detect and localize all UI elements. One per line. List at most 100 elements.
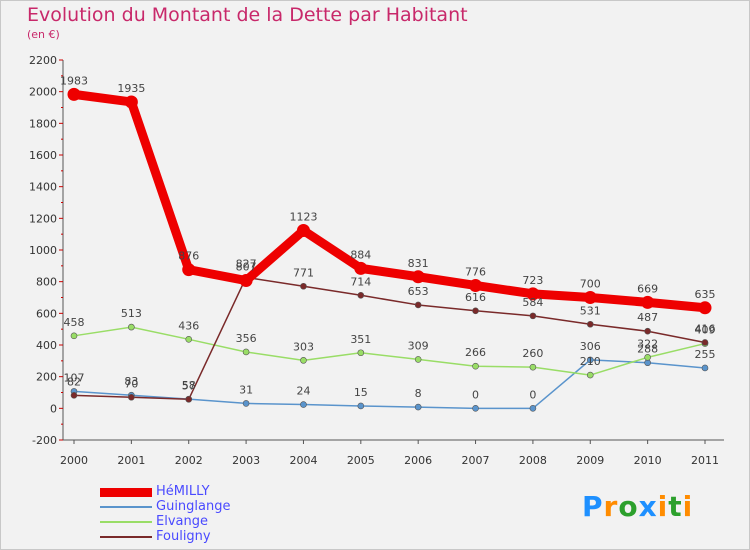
series-point-2 [414,356,422,363]
data-label: 210 [580,355,601,368]
series-point-2 [644,354,651,361]
y-tick-label: 2000 [29,86,57,99]
data-label: 31 [239,383,253,396]
data-label: 436 [178,319,199,332]
series-point-3 [300,282,307,290]
data-label: 351 [350,333,371,346]
data-label: 653 [408,285,429,298]
series-point-2 [529,363,537,371]
series-point-0 [239,274,253,288]
data-label: 776 [465,265,486,278]
x-tick-label: 2011 [691,454,719,467]
series-point-2 [586,371,594,379]
logo-letter: P [582,490,604,523]
series-line-0 [69,89,710,313]
x-tick-label: 2006 [404,454,432,467]
y-tick-label: 2200 [29,54,57,67]
y-tick-label: 0 [50,402,57,415]
data-label: 24 [296,385,310,398]
series-line-3 [73,276,706,401]
series-point-0 [698,301,712,315]
legend-item: Fouligny [100,529,300,544]
legend-label: HéMILLY [156,484,210,499]
data-label: 487 [637,311,658,324]
data-label: 82 [67,375,81,388]
data-label: 260 [522,347,543,360]
logo-letter: o [618,490,639,523]
data-label: 288 [637,343,658,356]
y-tick-label: 600 [36,307,57,320]
series-point-0 [526,287,540,301]
legend-item: Guinglange [100,499,300,514]
legend-item: Elvange [100,514,300,529]
y-tick-label: 400 [36,339,57,352]
series-point-1 [701,364,709,372]
data-label: 884 [350,248,371,261]
series-point-3 [357,291,365,299]
data-label: 669 [637,282,658,295]
series-point-1 [529,405,537,412]
legend-swatch [100,506,152,508]
series-point-1 [300,401,307,408]
y-tick-label: 1000 [29,244,57,257]
y-tick-label: 1600 [29,149,57,162]
data-label: 0 [472,388,479,401]
series-point-0 [67,87,81,101]
series-point-3 [586,320,594,328]
x-tick-label: 2009 [576,454,604,467]
series-point-0 [296,224,310,238]
legend-label: Guinglange [156,499,231,514]
data-label: 306 [580,340,601,353]
x-tick-label: 2001 [117,454,145,467]
data-label: 458 [64,316,85,329]
chart-title: Evolution du Montant de la Dette par Hab… [27,4,468,26]
logo-letter: i [682,490,694,523]
legend: HéMILLY Guinglange Elvange Fouligny [100,484,300,544]
x-tick-label: 2010 [634,454,662,467]
data-label: 409 [695,324,716,337]
data-label: 771 [293,266,314,279]
data-label: 70 [124,377,138,390]
data-label: 303 [293,340,314,353]
data-label: 876 [178,250,199,263]
series-point-0 [411,270,425,284]
data-label: 356 [236,332,257,345]
data-label: 266 [465,346,486,359]
chart-subtitle: (en €) [27,28,60,41]
data-label: 616 [465,291,486,304]
series-point-2 [185,335,193,343]
data-label: 807 [236,261,257,274]
y-tick-label: -200 [32,434,57,447]
series-point-0 [583,291,597,304]
data-label: 8 [415,387,422,400]
series-line-1 [73,359,706,410]
y-tick-label: 800 [36,276,57,289]
series-point-2 [242,348,250,356]
series-point-3 [472,307,479,315]
series-point-3 [185,396,193,403]
y-tick-label: 1800 [29,117,57,130]
series-point-2 [70,332,78,340]
data-label: 58 [182,379,196,392]
y-tick-label: 1400 [29,181,57,194]
series-point-2 [472,362,479,370]
data-label: 1123 [289,211,317,224]
legend-swatch [100,536,152,538]
data-label: 584 [522,296,543,309]
data-label: 1935 [117,82,145,95]
data-label: 1983 [60,74,88,87]
logo-letter: i [657,490,669,523]
data-label: 416 [695,322,716,335]
logo-letter: t [668,490,683,523]
legend-label: Elvange [156,514,208,529]
series-point-3 [529,312,537,320]
series-point-0 [469,278,483,292]
legend-swatch [100,487,152,497]
data-label: 723 [522,274,543,287]
data-label: 322 [637,337,658,350]
series-point-3 [414,301,422,309]
logo-letter: r [603,490,619,523]
series-point-3 [701,339,709,346]
series-point-2 [300,357,307,364]
